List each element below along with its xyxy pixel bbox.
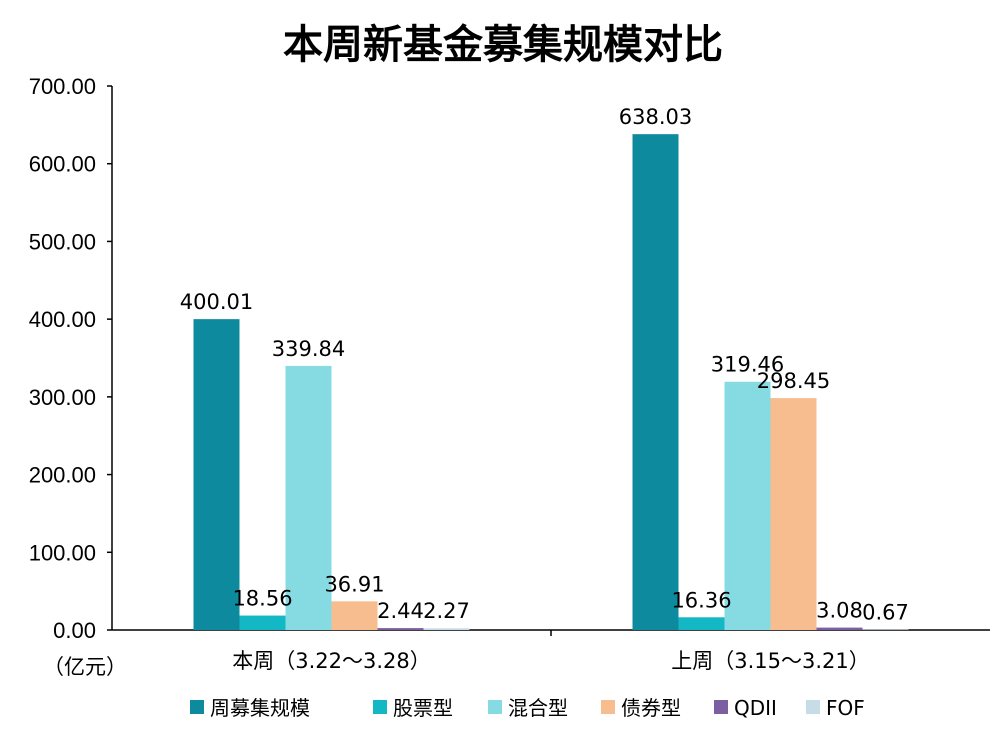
chart-title: 本周新基金募集规模对比 xyxy=(283,22,723,68)
bar xyxy=(423,628,470,630)
bar xyxy=(331,601,378,630)
bar xyxy=(377,628,424,630)
legend: 周募集规模 股票型 混合型 债券型 QDII FOF xyxy=(190,696,865,720)
bar xyxy=(770,398,817,630)
data-label: 36.91 xyxy=(324,572,384,596)
legend-label: 债券型 xyxy=(621,696,681,720)
y-tick-label: 200.00 xyxy=(29,463,96,488)
data-label: 2.27 xyxy=(423,599,470,623)
bar xyxy=(285,365,332,630)
bar xyxy=(239,615,286,630)
data-label: 339.84 xyxy=(272,337,345,361)
bar xyxy=(193,319,240,630)
legend-label: 周募集规模 xyxy=(210,696,310,720)
bar xyxy=(862,629,909,630)
y-tick-label: 400.00 xyxy=(29,307,96,332)
bar xyxy=(816,627,863,630)
data-label: 18.56 xyxy=(232,587,292,611)
axes: 0.00 100.00 200.00 300.00 400.00 500.00 600.00… xyxy=(29,74,990,673)
data-label: 638.03 xyxy=(619,105,692,129)
bar xyxy=(632,134,679,630)
bar xyxy=(724,381,771,630)
legend-swatch xyxy=(488,700,502,714)
data-label: 3.08 xyxy=(816,599,863,623)
data-label: 0.67 xyxy=(862,600,909,624)
y-tick-label: 300.00 xyxy=(29,385,96,410)
y-tick-label: 0.00 xyxy=(53,618,96,643)
y-tick-label: 700.00 xyxy=(29,74,96,99)
bar xyxy=(678,617,725,630)
legend-swatch xyxy=(373,700,387,714)
data-label: 319.46 xyxy=(711,353,784,377)
x-category-label: 本周（3.22～3.28） xyxy=(232,649,431,673)
legend-swatch xyxy=(190,700,204,714)
legend-label: 股票型 xyxy=(393,696,453,720)
legend-swatch xyxy=(714,700,728,714)
data-label: 400.01 xyxy=(180,290,253,314)
legend-label: 混合型 xyxy=(508,696,568,720)
legend-label: FOF xyxy=(826,696,865,720)
unit-label: （亿元） xyxy=(43,655,127,679)
x-category-label: 上周（3.15～3.21） xyxy=(671,649,870,673)
data-label: 16.36 xyxy=(671,588,731,612)
legend-swatch xyxy=(601,700,615,714)
data-label: 2.44 xyxy=(377,599,424,623)
y-tick-label: 600.00 xyxy=(29,152,96,177)
bars xyxy=(193,134,909,630)
y-tick-label: 100.00 xyxy=(29,540,96,565)
legend-label: QDII xyxy=(734,696,777,720)
data-label: 298.45 xyxy=(757,369,830,393)
y-tick-label: 500.00 xyxy=(29,229,96,254)
data-labels: 400.01 638.03 18.56 16.36 339.84 319.46 36.91 2… xyxy=(180,105,909,624)
legend-swatch xyxy=(806,700,820,714)
